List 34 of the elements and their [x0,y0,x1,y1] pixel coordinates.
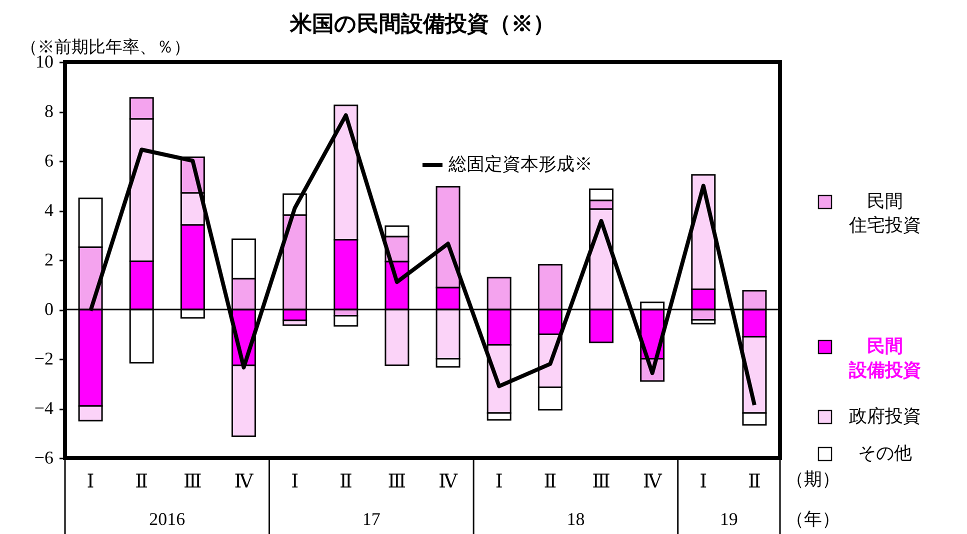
x-tick-label: Ⅳ [642,472,663,492]
x-tick-label: Ⅰ [86,472,94,492]
legend-label: 民間設備投資 [848,336,921,380]
y-tick-label: −6 [34,448,54,468]
text: 19 [720,509,738,529]
y-tick-label: 4 [44,200,54,220]
y-tick-label: −2 [34,348,54,368]
legend-label: 総固定資本形成※ [448,154,592,174]
x-tick-label: Ⅱ [544,472,557,492]
text: 18 [566,509,585,529]
x-tick-label: Ⅰ [495,472,503,492]
x-tick-label: Ⅳ [438,472,459,492]
text: 2016 [149,509,186,529]
legend-label: 民間住宅投資 [848,191,921,235]
text: 17 [362,509,380,529]
y-tick-label: 6 [44,150,54,170]
text: （年） [786,509,840,529]
x-tick-label: Ⅱ [339,472,352,492]
y-tick-label: 2 [44,250,54,270]
y-tick-label: −4 [34,398,54,418]
x-tick-label: Ⅳ [234,472,254,492]
x-tick-label: Ⅰ [700,472,708,492]
legend-label: その他 [858,443,912,463]
chart-title: 米国の民間設備投資（※） [289,11,555,36]
x-tick-label: Ⅲ [388,472,406,492]
x-tick-label: Ⅱ [748,472,761,492]
x-tick-label: Ⅰ [291,472,299,492]
x-tick-label: Ⅲ [184,472,202,492]
text: （期） [786,469,840,489]
x-tick-label: Ⅱ [135,472,148,492]
x-tick-label: Ⅲ [592,472,610,492]
y-tick-label: 8 [44,101,54,121]
legend-label: 政府投資 [849,406,921,426]
y-tick-label: 0 [44,299,54,319]
